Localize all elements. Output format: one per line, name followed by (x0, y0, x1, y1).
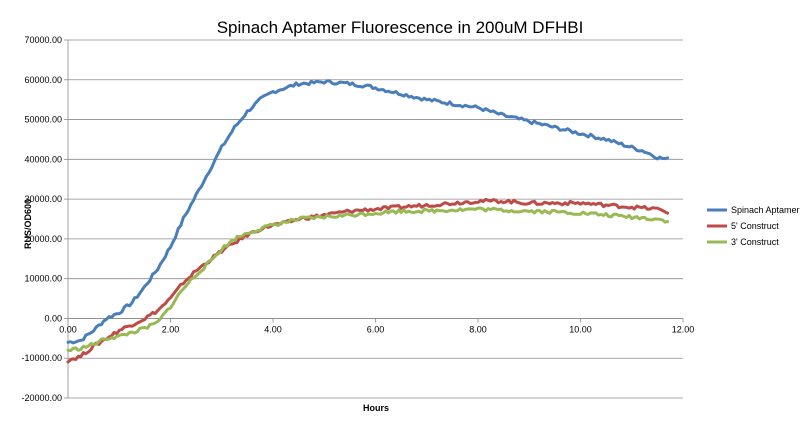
y-tick-label: -20000.00 (21, 393, 62, 403)
y-tick-label: 50000.00 (24, 115, 62, 125)
x-tick-label: 8.00 (469, 324, 487, 334)
y-tick-label: 0.00 (44, 313, 62, 323)
y-tick-label: 70000.00 (24, 35, 62, 45)
y-tick-label: 20000.00 (24, 234, 62, 244)
series-line-0 (66, 79, 670, 345)
x-tick-label: 6.00 (367, 324, 385, 334)
axes: -20000.00 -10000.00 0.00 10000.00 20000.00 30… (21, 35, 694, 403)
x-tick-label: 10.00 (569, 324, 592, 334)
x-tick-label: 2.00 (162, 324, 180, 334)
legend-label: Spinach Aptamer (731, 205, 800, 215)
legend-label: 5' Construct (731, 221, 779, 231)
series-line-2 (66, 206, 670, 353)
y-tick-label: 10000.00 (24, 274, 62, 284)
plot-series (66, 79, 670, 364)
legend: Spinach Aptamer 5' Construct 3' Construct (707, 205, 800, 247)
chart-title: Spinach Aptamer Fluorescence in 200uM DF… (217, 18, 584, 37)
series-line-1 (66, 197, 670, 364)
x-tick-label: 12.00 (672, 324, 695, 334)
y-tick-label: 40000.00 (24, 154, 62, 164)
legend-label: 3' Construct (731, 237, 779, 247)
y-axis-label: RUS/OD600 (23, 199, 33, 249)
x-tick-label: 4.00 (264, 324, 282, 334)
y-tick-label: -10000.00 (21, 353, 62, 363)
x-axis-label: Hours (363, 403, 389, 413)
y-tick-label: 60000.00 (24, 75, 62, 85)
x-tick-label: 0.00 (59, 324, 77, 334)
y-tick-label: 30000.00 (24, 194, 62, 204)
